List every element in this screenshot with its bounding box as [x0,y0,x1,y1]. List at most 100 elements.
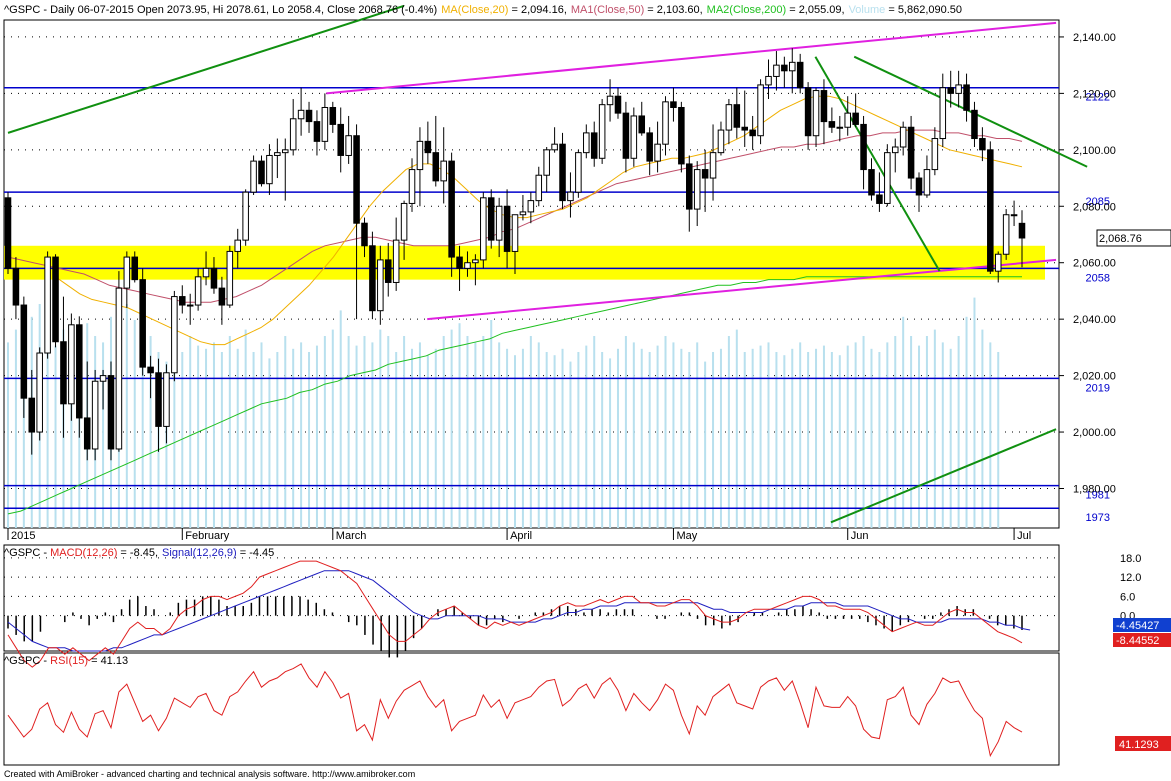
support-zone-band [4,245,1045,280]
candle-body [202,267,210,278]
candle-body [266,154,273,185]
rsi-panel-frame [3,652,1060,766]
candle-body [305,109,313,123]
candle-body [701,169,709,179]
volume-bar [664,336,667,528]
candle-body [440,160,447,182]
price-tick-label: 2,140.00 [1073,32,1116,44]
level-label: 1981 [1086,490,1110,502]
volume-bar [537,342,540,528]
volume-bar [387,336,390,528]
candle-body [20,304,28,399]
volume-bar [474,342,477,528]
volume-bar [965,316,968,528]
price-tick-label: 2,020.00 [1073,371,1116,383]
candle-body [844,112,851,128]
volume-bar [197,345,200,528]
macd-header: ^GSPC - MACD(12,26) = -8.45, Signal(12,26… [4,547,274,559]
volume-bar [933,329,936,528]
volume-bar [862,336,865,528]
candle-body [923,169,931,196]
volume-bar [870,348,873,528]
candle-body [377,259,384,312]
candle-body [575,152,582,193]
candle-body [828,121,836,128]
rsi-line [7,663,1023,758]
volume-bar [228,336,231,528]
volume-bar [854,342,857,528]
candle-body [361,222,368,247]
volume-bar [482,336,485,528]
volume-bar [949,348,952,528]
macd-current-tag: -4.45427 -8.44552 [1113,618,1171,647]
candle-body [313,121,321,142]
candle-body [369,245,376,312]
volume-bar [545,352,548,528]
volume-bar [371,342,374,528]
candle-body [971,109,978,140]
volume-bar [719,348,722,528]
volume-bar [799,342,802,528]
price-tick-label: 2,080.00 [1073,201,1116,213]
candle-body [543,149,550,176]
volume-bar [791,348,794,528]
candle-body [424,140,432,154]
candle-body [781,64,788,72]
trend-lines [7,4,1088,524]
candle-body [226,250,234,306]
volume-bar [561,348,564,528]
candle-body [234,239,242,252]
volume-bar [529,336,532,528]
volume-bar [593,336,596,528]
level-label: 1973 [1086,512,1110,524]
candle-body [503,205,511,252]
footer-credit: Created with AmiBroker - advanced charti… [4,769,415,779]
volume-bar [490,320,493,528]
volume-bar [284,336,287,528]
candle-body [907,126,915,179]
volume-bar [727,336,730,528]
ma20-line [55,95,1023,346]
candle-body [583,132,590,154]
header-info: ^GSPC - Daily 06-07-2015 Open 2073.95, H… [4,4,962,16]
volume-bar [616,348,619,528]
month-label: April [510,530,532,542]
candle-body [4,197,12,269]
candle-body [931,138,939,171]
candle-body [289,118,297,151]
month-label: Jul [1017,530,1031,542]
volume-bar [696,342,699,528]
candle-body [76,324,83,419]
volume-bar [838,355,841,528]
volume-bar [339,310,342,528]
trend-line-magenta-lower [427,258,1057,321]
volume-bar [236,348,239,528]
volume-bar [585,345,588,528]
candle-body [258,160,265,185]
month-label: February [185,530,230,542]
volume-bar [712,352,715,528]
candle-body [796,61,804,89]
volume-bar [7,342,9,528]
volume-bar [70,332,73,528]
volume-bar [902,316,905,528]
volume-bar [830,352,833,528]
candle-body [725,104,733,131]
volume-bar [434,348,437,528]
volume-bar [632,342,635,528]
candle-body [773,64,780,77]
candle-body [83,417,91,450]
trend-line-green-channel-b [853,55,1088,168]
candle-body [678,106,685,165]
trend-line-magenta-upper [326,21,1057,95]
candle-body [384,259,392,283]
volume-bar [403,336,406,528]
candle-body [329,106,337,125]
volume-bar [466,336,469,528]
price-tick-label: 2,000.00 [1073,427,1116,439]
candle-body [693,169,701,210]
volume-bar [775,352,778,528]
candle-body [876,194,883,204]
volume-bar [957,336,960,528]
level-label: 2019 [1086,382,1110,394]
